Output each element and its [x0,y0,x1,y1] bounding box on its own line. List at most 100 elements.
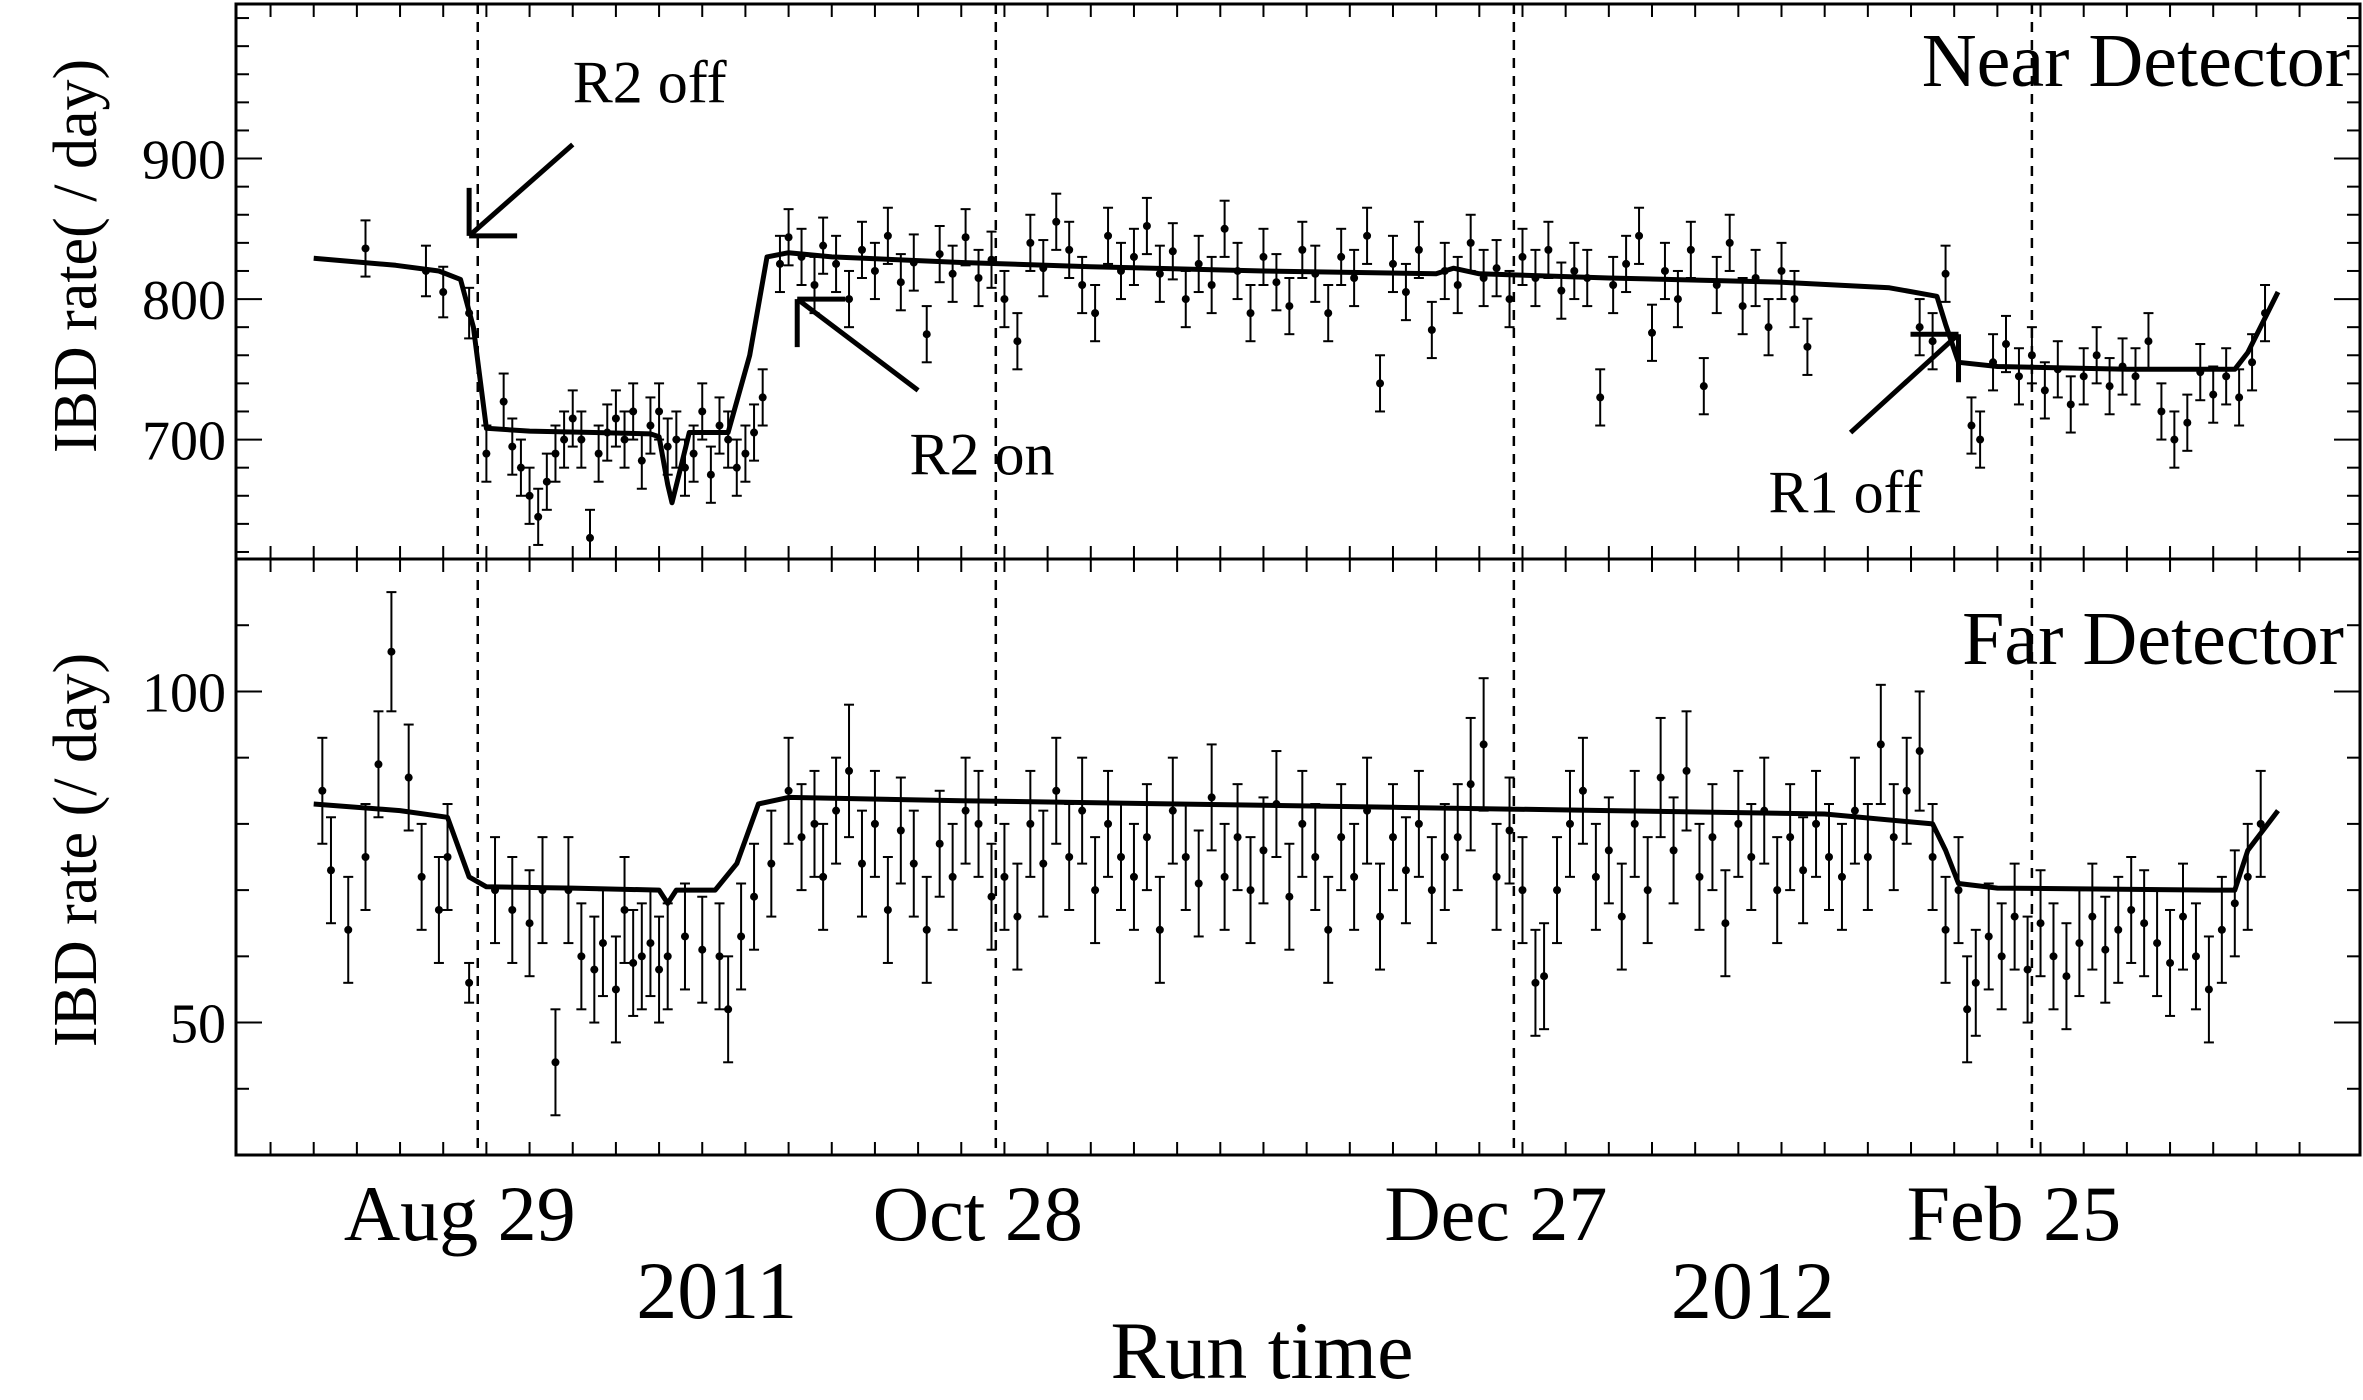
near-data-point [1465,213,1476,272]
far-data-point [1349,822,1360,931]
far-marker [1350,872,1359,881]
far-marker [326,866,335,875]
near-data-point [809,255,820,315]
far-marker [1682,766,1691,775]
far-marker [564,886,573,895]
far-data-point [628,908,639,1017]
near-marker [974,273,983,282]
far-marker [698,945,707,954]
near-data-point [2117,337,2128,396]
near-marker [2157,407,2166,416]
near-marker [784,233,793,242]
far-marker [1786,833,1795,842]
near-data-point [2039,361,2050,420]
far-marker [1414,819,1423,828]
near-data-point [1051,192,1062,251]
near-data-point [1763,298,1774,357]
far-data-point [403,723,414,832]
far-marker [810,819,819,828]
near-marker [620,435,629,444]
far-data-point [2203,935,2214,1044]
far-marker [948,872,957,881]
near-data-point [908,233,919,292]
far-data-point [1888,783,1899,892]
near-data-point [1478,248,1489,308]
near-data-point [1336,227,1347,287]
far-data-point [736,882,747,991]
far-marker [646,939,655,948]
near-marker [819,241,828,250]
near-marker [732,463,741,472]
near-data-point [1452,255,1463,315]
near-marker [1311,269,1320,278]
far-data-point [360,803,371,911]
near-marker [2222,372,2231,381]
near-data-point [610,389,621,448]
far-marker [1721,919,1730,928]
far-marker [1915,747,1924,756]
near-marker [361,244,370,253]
far-data-point [1785,783,1796,892]
near-marker [750,428,759,437]
far-data-point [1733,769,1744,878]
near-data-point [2195,343,2206,402]
far-data-point [1539,922,1550,1031]
near-data-point [1167,222,1178,281]
far-marker [845,766,854,775]
near-data-point [567,389,578,448]
near-marker [2261,309,2270,318]
far-data-point [1983,882,1994,991]
far-data-point [1141,783,1152,892]
near-data-point [2104,357,2115,416]
near-marker [2183,418,2192,427]
far-marker [1026,819,1035,828]
near-marker [1648,328,1656,337]
near-data-point [1724,213,1735,272]
far-data-point [2100,895,2111,1004]
far-data-point [576,902,587,1011]
far-data-point [1310,803,1321,911]
near-marker [2014,372,2023,381]
near-marker [1078,281,1087,290]
far-data-point [1116,803,1126,911]
near-marker [1544,245,1553,254]
near-marker [883,231,892,240]
near-data-point [740,424,751,483]
near-marker [1117,266,1125,275]
far-data-point [714,902,725,1011]
near-marker [1324,309,1333,318]
near-data-point [1914,298,1925,357]
far-data-point [1491,822,1502,931]
near-marker [2131,372,2140,381]
near-marker [1363,231,1372,240]
far-data-point [1517,836,1528,945]
near-marker [909,258,918,267]
near-marker [594,449,603,458]
far-marker [2179,912,2187,921]
far-data-point [1284,842,1295,951]
near-data-point [1582,248,1593,308]
far-marker [344,925,353,934]
far-data-point [1798,816,1809,925]
far-marker [1272,800,1281,809]
near-marker [698,407,707,416]
far-data-point [1387,783,1398,892]
near-data-point [1258,227,1269,287]
far-data-point [416,822,427,931]
far-marker [1604,846,1613,855]
far-marker [1630,819,1639,828]
near-marker [2170,435,2179,444]
far-marker [1591,872,1600,881]
far-marker [611,985,620,994]
near-data-point [2260,284,2271,343]
far-data-point [1875,683,1886,806]
far-marker [1233,833,1242,842]
near-data-point [882,206,893,265]
far-marker [318,786,327,795]
near-marker [1155,269,1164,278]
far-data-point [589,915,600,1024]
near-data-point [723,410,734,469]
far-marker [404,773,413,782]
near-annotation-label: R1 off [1769,460,1923,526]
near-data-point [2065,375,2076,434]
